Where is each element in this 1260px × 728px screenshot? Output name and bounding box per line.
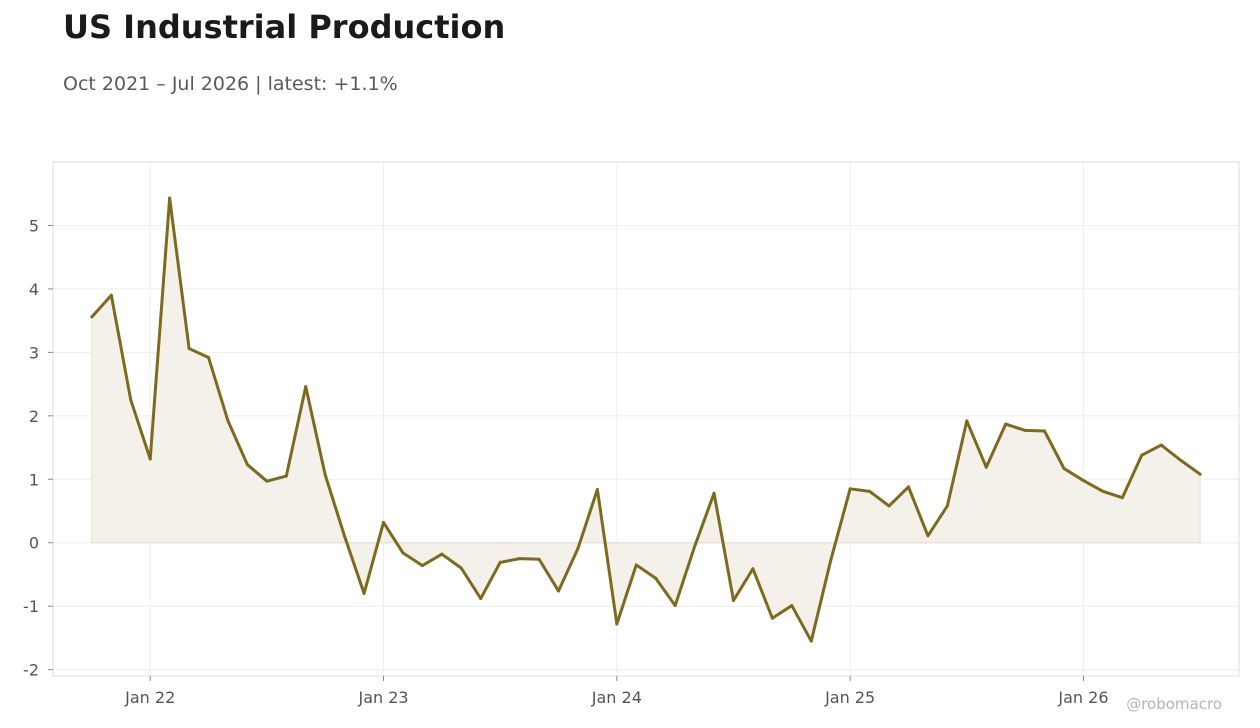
data-point [1198,472,1202,476]
data-point [382,520,386,524]
data-point [343,534,347,538]
data-point [751,567,755,571]
data-point [498,560,502,564]
data-point [109,293,113,297]
y-tick-label: 5 [29,216,39,235]
data-point [557,589,561,593]
x-axis: Jan 22 Jan 23 Jan 24 Jan 25 Jan 26 [124,676,1109,707]
chart-title: US Industrial Production [63,8,506,46]
data-point [770,616,774,620]
data-point [459,566,463,570]
x-tick-label: Jan 25 [824,688,875,707]
data-point [634,563,638,567]
data-point [207,355,211,359]
data-point [479,597,483,601]
data-point [1043,429,1047,433]
data-point [1004,422,1008,426]
data-point [790,604,794,608]
y-tick-label: 4 [29,280,39,299]
y-tick-label: 2 [29,407,39,426]
data-point [576,546,580,550]
data-point [673,604,677,608]
data-point [168,196,172,200]
data-point [518,557,522,561]
data-point [1081,479,1085,483]
data-point [284,474,288,478]
data-point [226,419,230,423]
data-point [945,504,949,508]
data-point [926,534,930,538]
data-points [90,196,1202,643]
data-point [323,473,327,477]
data-point [1159,443,1163,447]
y-tick-label: 1 [29,470,39,489]
area-fill [91,198,1201,643]
data-point [615,622,619,626]
data-point [809,639,813,643]
data-point [401,551,405,555]
gridlines [53,162,1239,676]
data-point [187,347,191,351]
data-point [829,559,833,563]
watermark: @robomacro [1126,695,1222,713]
data-point [848,487,852,491]
x-tick-label: Jan 22 [124,688,175,707]
x-tick-label: Jan 23 [357,688,408,707]
series-line [90,196,1202,643]
data-point [654,576,658,580]
data-point [1140,453,1144,457]
data-point [595,487,599,491]
data-point [440,552,444,556]
data-point [245,463,249,467]
chart-subtitle: Oct 2021 – Jul 2026 | latest: +1.1% [63,73,398,95]
data-point [1179,458,1183,462]
data-point [868,489,872,493]
data-point [304,385,308,389]
data-point [129,398,133,402]
data-point [1023,428,1027,432]
y-tick-label: -1 [23,597,39,616]
data-point [1101,489,1105,493]
x-tick-label: Jan 24 [591,688,642,707]
data-point [984,465,988,469]
data-point [887,504,891,508]
data-point [906,485,910,489]
data-point [420,564,424,568]
data-point [1062,466,1066,470]
data-point [148,457,152,461]
y-tick-label: 3 [29,343,39,362]
data-point [712,491,716,495]
data-point [362,592,366,596]
data-point [537,557,541,561]
plot-frame [52,161,1240,677]
data-point [90,315,94,319]
y-axis: -2 -1 0 1 2 3 4 5 [23,216,53,680]
data-point [693,545,697,549]
x-tick-label: Jan 26 [1057,688,1108,707]
data-point [731,598,735,602]
data-point [265,479,269,483]
y-tick-label: -2 [23,661,39,680]
y-tick-label: 0 [29,534,39,553]
data-point [1120,496,1124,500]
data-point [965,419,969,423]
